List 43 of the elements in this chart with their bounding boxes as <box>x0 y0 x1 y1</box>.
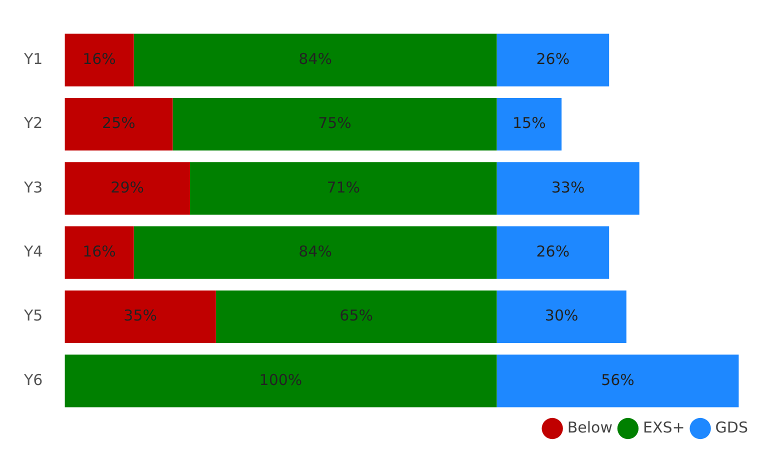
data-label: 29% <box>110 178 144 196</box>
data-label: 33% <box>551 178 585 196</box>
y-tick-label: Y4 <box>22 242 43 260</box>
bar <box>64 354 497 408</box>
bar <box>64 98 173 151</box>
data-label: 65% <box>340 306 374 325</box>
y-tick-label: Y5 <box>22 306 43 325</box>
data-label: 16% <box>82 242 116 260</box>
bar <box>496 290 626 344</box>
bar <box>172 98 497 151</box>
data-label: 30% <box>544 306 578 325</box>
bar <box>134 226 497 279</box>
data-label: 75% <box>318 114 352 132</box>
data-label: 35% <box>124 306 157 325</box>
legend-label: EXS+ <box>642 418 685 436</box>
data-label: 26% <box>536 50 570 68</box>
bar <box>496 98 562 151</box>
legend-label: GDS <box>715 418 748 436</box>
data-label: 56% <box>601 370 634 389</box>
bar <box>64 34 134 86</box>
y-tick-label: Y1 <box>22 50 43 68</box>
bar <box>496 354 739 408</box>
bar <box>64 290 216 344</box>
bar <box>496 226 610 279</box>
legend-label: Below <box>567 418 612 436</box>
y-tick-label: Y3 <box>22 178 43 196</box>
data-label: 100% <box>259 370 302 389</box>
data-label: 25% <box>102 114 136 132</box>
bar <box>496 34 610 86</box>
data-label: 84% <box>298 242 332 260</box>
bar <box>64 162 190 215</box>
y-tick-label: Y6 <box>22 370 43 389</box>
bar <box>64 226 134 279</box>
data-label: 15% <box>512 114 546 132</box>
data-label: 71% <box>326 178 360 196</box>
bar <box>496 162 640 215</box>
bar <box>216 290 497 344</box>
data-label: 16% <box>82 50 116 68</box>
data-label: 84% <box>298 50 332 68</box>
y-tick-label: Y2 <box>22 114 43 132</box>
data-label: 26% <box>536 242 570 260</box>
bar <box>190 162 497 215</box>
bar <box>134 34 497 86</box>
